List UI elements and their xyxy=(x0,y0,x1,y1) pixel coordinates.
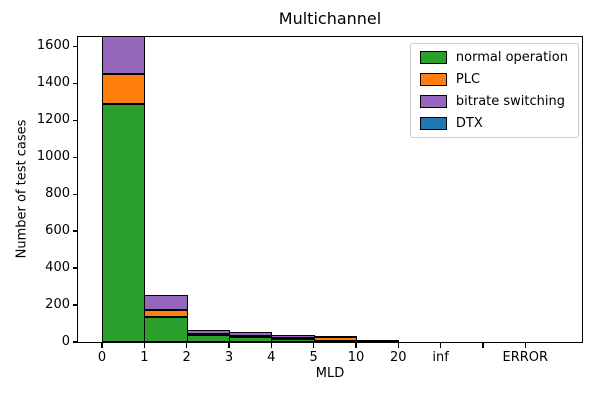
x-tick-label: inf xyxy=(432,350,449,365)
bar-segment-PLC xyxy=(228,336,273,339)
y-tick-mark xyxy=(73,304,78,306)
bar-segment-normal-operation xyxy=(186,334,230,342)
y-tick-mark xyxy=(73,267,78,269)
y-tick-mark xyxy=(73,119,78,121)
legend-swatch-icon xyxy=(419,95,447,108)
bars-layer xyxy=(78,37,582,342)
x-tick-mark xyxy=(524,343,526,348)
x-tick-mark xyxy=(397,343,399,348)
bar-segment-PLC xyxy=(144,309,188,318)
bar-segment-bitrate-switching xyxy=(102,37,146,74)
legend-swatch-icon xyxy=(419,51,447,64)
legend-item-bitrate-switching: bitrate switching xyxy=(419,94,568,109)
y-tick-label: 0 xyxy=(61,334,70,349)
x-tick-label: 3 xyxy=(224,350,234,365)
legend-label: DTX xyxy=(455,116,483,131)
x-tick-label: 0 xyxy=(97,350,107,365)
x-tick-mark xyxy=(355,343,357,348)
plot-area: normal operation PLC bitrate switching DTX xyxy=(77,36,583,343)
legend-swatch-icon xyxy=(419,73,447,86)
x-tick-label: 2 xyxy=(182,350,191,365)
y-tick-mark xyxy=(73,45,78,47)
legend-item-normal-operation: normal operation xyxy=(419,50,568,65)
x-tick-label: 1 xyxy=(140,350,149,365)
y-tick-mark xyxy=(73,230,78,232)
y-tick-label: 400 xyxy=(45,260,70,276)
bar-segment-PLC xyxy=(186,333,230,336)
x-tick-label: 5 xyxy=(309,350,318,365)
bar-segment-bitrate-switching xyxy=(271,334,315,338)
y-tick-label: 1200 xyxy=(36,112,70,128)
x-tick-label: 10 xyxy=(347,350,365,365)
x-tick-mark xyxy=(101,343,103,348)
x-tick-mark xyxy=(270,343,272,348)
bar-segment-bitrate-switching xyxy=(144,294,188,310)
bar-segment-normal-operation xyxy=(102,103,146,342)
x-tick-mark xyxy=(440,343,442,348)
y-tick-mark xyxy=(73,82,78,84)
y-tick-mark xyxy=(73,156,78,158)
legend-label: normal operation xyxy=(455,50,568,65)
y-tick-label: 800 xyxy=(45,186,70,202)
x-tick-label: 4 xyxy=(267,350,276,365)
y-tick-mark xyxy=(73,193,78,195)
bar-segment-PLC xyxy=(102,73,146,104)
legend-item-PLC: PLC xyxy=(419,72,568,87)
y-tick-label: 600 xyxy=(45,223,70,239)
bar-segment-bitrate-switching xyxy=(313,335,357,338)
bar-segment-bitrate-switching xyxy=(355,340,400,342)
chart-title: Multichannel xyxy=(278,9,382,28)
y-tick-label: 1000 xyxy=(36,149,70,165)
bar-segment-normal-operation xyxy=(313,340,357,342)
y-tick-label: 200 xyxy=(45,297,70,313)
legend-label: bitrate switching xyxy=(455,94,565,109)
x-axis-label: MLD xyxy=(315,366,345,381)
legend: normal operation PLC bitrate switching DTX xyxy=(409,43,579,138)
legend-item-DTX: DTX xyxy=(419,116,568,131)
x-tick-mark xyxy=(313,343,315,348)
bar-segment-bitrate-switching xyxy=(186,329,230,334)
x-tick-mark xyxy=(186,343,188,348)
x-tick-mark xyxy=(228,343,230,348)
x-tick-mark xyxy=(143,343,145,348)
x-tick-mark xyxy=(482,343,484,348)
x-tick-label: 20 xyxy=(390,350,407,365)
legend-swatch-icon xyxy=(419,117,447,130)
y-tick-label: 1600 xyxy=(36,38,70,54)
y-tick-mark xyxy=(73,341,78,343)
bar-segment-bitrate-switching xyxy=(228,331,273,337)
y-tick-label: 1400 xyxy=(36,75,70,91)
bar-segment-PLC xyxy=(271,337,315,340)
bar-segment-normal-operation xyxy=(144,317,188,342)
legend-label: PLC xyxy=(455,72,481,87)
x-tick-label: ERROR xyxy=(502,350,549,365)
